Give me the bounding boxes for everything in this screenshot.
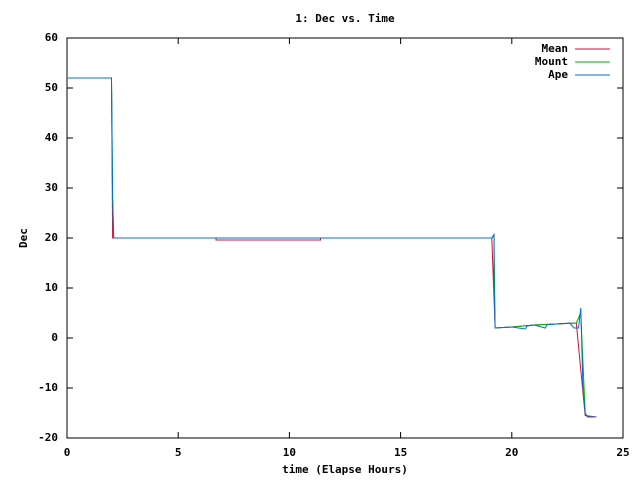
y-tick-label: -20 xyxy=(38,431,58,444)
x-tick-label: 20 xyxy=(505,446,518,459)
x-tick-label: 10 xyxy=(283,446,296,459)
chart-title: 1: Dec vs. Time xyxy=(295,12,395,25)
data-line xyxy=(67,77,597,418)
y-tick-label: 20 xyxy=(45,231,58,244)
y-tick-label: 0 xyxy=(51,331,58,344)
y-axis-label: Dec xyxy=(17,228,30,248)
y-tick-label: 30 xyxy=(45,181,58,194)
legend-label: Ape xyxy=(548,68,568,81)
data-line xyxy=(67,77,597,418)
legend-label: Mount xyxy=(535,55,568,68)
y-tick-label: 40 xyxy=(45,131,58,144)
legend-label: Mean xyxy=(542,42,569,55)
x-tick-label: 0 xyxy=(64,446,71,459)
x-tick-label: 25 xyxy=(616,446,629,459)
y-tick-label: 10 xyxy=(45,281,58,294)
x-tick-label: 5 xyxy=(175,446,182,459)
y-tick-label: 50 xyxy=(45,81,58,94)
y-tick-label: -10 xyxy=(38,381,58,394)
x-axis-label: time (Elapse Hours) xyxy=(282,463,408,476)
y-tick-label: 60 xyxy=(45,31,58,44)
x-tick-label: 15 xyxy=(394,446,407,459)
data-line xyxy=(67,77,597,418)
